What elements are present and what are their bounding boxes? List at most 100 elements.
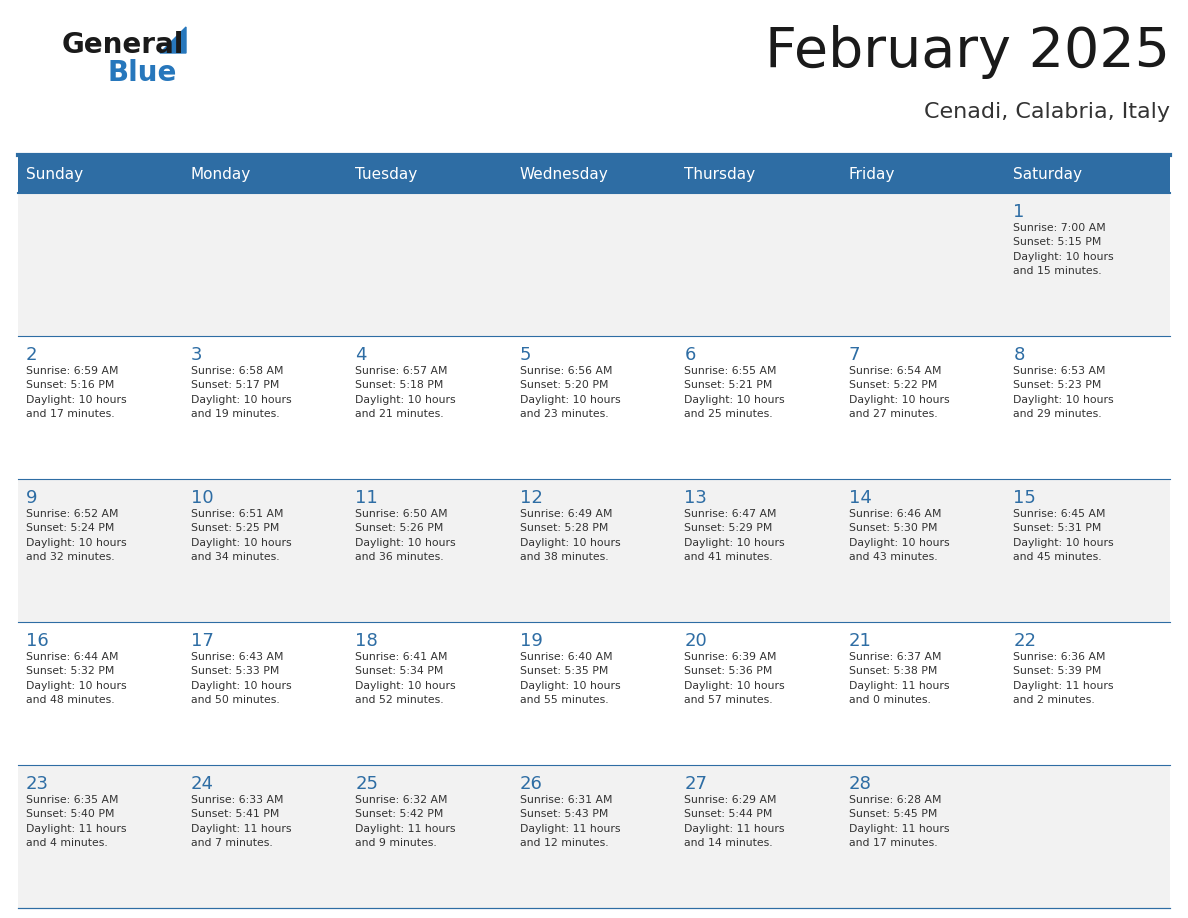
Text: 24: 24 — [190, 775, 214, 793]
Text: 18: 18 — [355, 632, 378, 650]
Text: Sunrise: 6:46 AM
Sunset: 5:30 PM
Daylight: 10 hours
and 43 minutes.: Sunrise: 6:46 AM Sunset: 5:30 PM Dayligh… — [849, 509, 949, 562]
Bar — [18, 765, 183, 908]
Bar — [183, 765, 347, 908]
Text: 1: 1 — [1013, 203, 1025, 221]
Text: Sunrise: 6:44 AM
Sunset: 5:32 PM
Daylight: 10 hours
and 48 minutes.: Sunrise: 6:44 AM Sunset: 5:32 PM Dayligh… — [26, 652, 127, 705]
Text: General: General — [62, 31, 184, 59]
Text: Sunrise: 6:41 AM
Sunset: 5:34 PM
Daylight: 10 hours
and 52 minutes.: Sunrise: 6:41 AM Sunset: 5:34 PM Dayligh… — [355, 652, 456, 705]
Text: 4: 4 — [355, 346, 367, 364]
Bar — [1005, 479, 1170, 622]
Text: Sunrise: 6:51 AM
Sunset: 5:25 PM
Daylight: 10 hours
and 34 minutes.: Sunrise: 6:51 AM Sunset: 5:25 PM Dayligh… — [190, 509, 291, 562]
Text: 17: 17 — [190, 632, 214, 650]
Bar — [676, 622, 841, 765]
Text: Sunrise: 6:32 AM
Sunset: 5:42 PM
Daylight: 11 hours
and 9 minutes.: Sunrise: 6:32 AM Sunset: 5:42 PM Dayligh… — [355, 795, 456, 848]
Text: 11: 11 — [355, 489, 378, 507]
Text: Sunrise: 6:54 AM
Sunset: 5:22 PM
Daylight: 10 hours
and 27 minutes.: Sunrise: 6:54 AM Sunset: 5:22 PM Dayligh… — [849, 366, 949, 420]
Text: 13: 13 — [684, 489, 707, 507]
Text: 5: 5 — [519, 346, 531, 364]
Text: 16: 16 — [26, 632, 49, 650]
Bar — [676, 336, 841, 479]
Text: 26: 26 — [519, 775, 543, 793]
Bar — [347, 155, 512, 193]
Text: 27: 27 — [684, 775, 707, 793]
Bar — [347, 336, 512, 479]
Bar — [512, 336, 676, 479]
Text: Sunrise: 6:31 AM
Sunset: 5:43 PM
Daylight: 11 hours
and 12 minutes.: Sunrise: 6:31 AM Sunset: 5:43 PM Dayligh… — [519, 795, 620, 848]
Text: Sunrise: 6:53 AM
Sunset: 5:23 PM
Daylight: 10 hours
and 29 minutes.: Sunrise: 6:53 AM Sunset: 5:23 PM Dayligh… — [1013, 366, 1114, 420]
Text: Sunrise: 6:35 AM
Sunset: 5:40 PM
Daylight: 11 hours
and 4 minutes.: Sunrise: 6:35 AM Sunset: 5:40 PM Dayligh… — [26, 795, 126, 848]
Text: 25: 25 — [355, 775, 378, 793]
Bar — [18, 193, 183, 336]
Text: Monday: Monday — [190, 166, 251, 182]
Bar — [347, 479, 512, 622]
Bar — [841, 479, 1005, 622]
Text: 9: 9 — [26, 489, 38, 507]
Bar — [676, 193, 841, 336]
Text: 15: 15 — [1013, 489, 1036, 507]
Bar — [1005, 193, 1170, 336]
Bar — [1005, 765, 1170, 908]
Bar — [18, 155, 183, 193]
Bar — [183, 155, 347, 193]
Text: Sunrise: 6:33 AM
Sunset: 5:41 PM
Daylight: 11 hours
and 7 minutes.: Sunrise: 6:33 AM Sunset: 5:41 PM Dayligh… — [190, 795, 291, 848]
Text: 21: 21 — [849, 632, 872, 650]
Text: 14: 14 — [849, 489, 872, 507]
Bar — [18, 479, 183, 622]
Text: 23: 23 — [26, 775, 49, 793]
Text: Sunrise: 6:43 AM
Sunset: 5:33 PM
Daylight: 10 hours
and 50 minutes.: Sunrise: 6:43 AM Sunset: 5:33 PM Dayligh… — [190, 652, 291, 705]
Bar — [18, 336, 183, 479]
Text: 20: 20 — [684, 632, 707, 650]
Bar — [841, 622, 1005, 765]
Bar — [676, 155, 841, 193]
Text: Sunrise: 6:58 AM
Sunset: 5:17 PM
Daylight: 10 hours
and 19 minutes.: Sunrise: 6:58 AM Sunset: 5:17 PM Dayligh… — [190, 366, 291, 420]
Bar — [18, 622, 183, 765]
Text: 3: 3 — [190, 346, 202, 364]
Bar — [1005, 155, 1170, 193]
Text: 28: 28 — [849, 775, 872, 793]
Text: Cenadi, Calabria, Italy: Cenadi, Calabria, Italy — [924, 102, 1170, 122]
Bar — [183, 336, 347, 479]
Bar — [512, 765, 676, 908]
Text: Sunrise: 6:39 AM
Sunset: 5:36 PM
Daylight: 10 hours
and 57 minutes.: Sunrise: 6:39 AM Sunset: 5:36 PM Dayligh… — [684, 652, 785, 705]
Bar — [1005, 622, 1170, 765]
Bar — [183, 193, 347, 336]
Bar — [676, 765, 841, 908]
Text: Sunrise: 6:36 AM
Sunset: 5:39 PM
Daylight: 11 hours
and 2 minutes.: Sunrise: 6:36 AM Sunset: 5:39 PM Dayligh… — [1013, 652, 1114, 705]
Text: Sunrise: 6:52 AM
Sunset: 5:24 PM
Daylight: 10 hours
and 32 minutes.: Sunrise: 6:52 AM Sunset: 5:24 PM Dayligh… — [26, 509, 127, 562]
Text: Sunrise: 6:50 AM
Sunset: 5:26 PM
Daylight: 10 hours
and 36 minutes.: Sunrise: 6:50 AM Sunset: 5:26 PM Dayligh… — [355, 509, 456, 562]
Bar — [512, 479, 676, 622]
Text: Sunrise: 6:55 AM
Sunset: 5:21 PM
Daylight: 10 hours
and 25 minutes.: Sunrise: 6:55 AM Sunset: 5:21 PM Dayligh… — [684, 366, 785, 420]
Text: Blue: Blue — [107, 59, 176, 87]
Text: Sunrise: 6:47 AM
Sunset: 5:29 PM
Daylight: 10 hours
and 41 minutes.: Sunrise: 6:47 AM Sunset: 5:29 PM Dayligh… — [684, 509, 785, 562]
Text: Saturday: Saturday — [1013, 166, 1082, 182]
Polygon shape — [160, 27, 187, 53]
Text: 6: 6 — [684, 346, 696, 364]
Text: 12: 12 — [519, 489, 543, 507]
Text: 19: 19 — [519, 632, 543, 650]
Text: Sunrise: 6:59 AM
Sunset: 5:16 PM
Daylight: 10 hours
and 17 minutes.: Sunrise: 6:59 AM Sunset: 5:16 PM Dayligh… — [26, 366, 127, 420]
Text: Tuesday: Tuesday — [355, 166, 417, 182]
Text: Sunrise: 6:28 AM
Sunset: 5:45 PM
Daylight: 11 hours
and 17 minutes.: Sunrise: 6:28 AM Sunset: 5:45 PM Dayligh… — [849, 795, 949, 848]
Text: Sunday: Sunday — [26, 166, 83, 182]
Text: Sunrise: 6:57 AM
Sunset: 5:18 PM
Daylight: 10 hours
and 21 minutes.: Sunrise: 6:57 AM Sunset: 5:18 PM Dayligh… — [355, 366, 456, 420]
Bar — [347, 622, 512, 765]
Text: Sunrise: 6:37 AM
Sunset: 5:38 PM
Daylight: 11 hours
and 0 minutes.: Sunrise: 6:37 AM Sunset: 5:38 PM Dayligh… — [849, 652, 949, 705]
Text: Sunrise: 6:56 AM
Sunset: 5:20 PM
Daylight: 10 hours
and 23 minutes.: Sunrise: 6:56 AM Sunset: 5:20 PM Dayligh… — [519, 366, 620, 420]
Text: 22: 22 — [1013, 632, 1036, 650]
Bar — [841, 193, 1005, 336]
Text: 10: 10 — [190, 489, 213, 507]
Text: February 2025: February 2025 — [765, 25, 1170, 79]
Bar — [512, 155, 676, 193]
Bar — [841, 155, 1005, 193]
Bar — [183, 622, 347, 765]
Text: Sunrise: 6:40 AM
Sunset: 5:35 PM
Daylight: 10 hours
and 55 minutes.: Sunrise: 6:40 AM Sunset: 5:35 PM Dayligh… — [519, 652, 620, 705]
Bar — [347, 193, 512, 336]
Text: Sunrise: 6:45 AM
Sunset: 5:31 PM
Daylight: 10 hours
and 45 minutes.: Sunrise: 6:45 AM Sunset: 5:31 PM Dayligh… — [1013, 509, 1114, 562]
Bar — [512, 622, 676, 765]
Text: Friday: Friday — [849, 166, 896, 182]
Bar — [841, 336, 1005, 479]
Bar — [676, 479, 841, 622]
Bar — [841, 765, 1005, 908]
Text: Sunrise: 7:00 AM
Sunset: 5:15 PM
Daylight: 10 hours
and 15 minutes.: Sunrise: 7:00 AM Sunset: 5:15 PM Dayligh… — [1013, 223, 1114, 276]
Bar — [1005, 336, 1170, 479]
